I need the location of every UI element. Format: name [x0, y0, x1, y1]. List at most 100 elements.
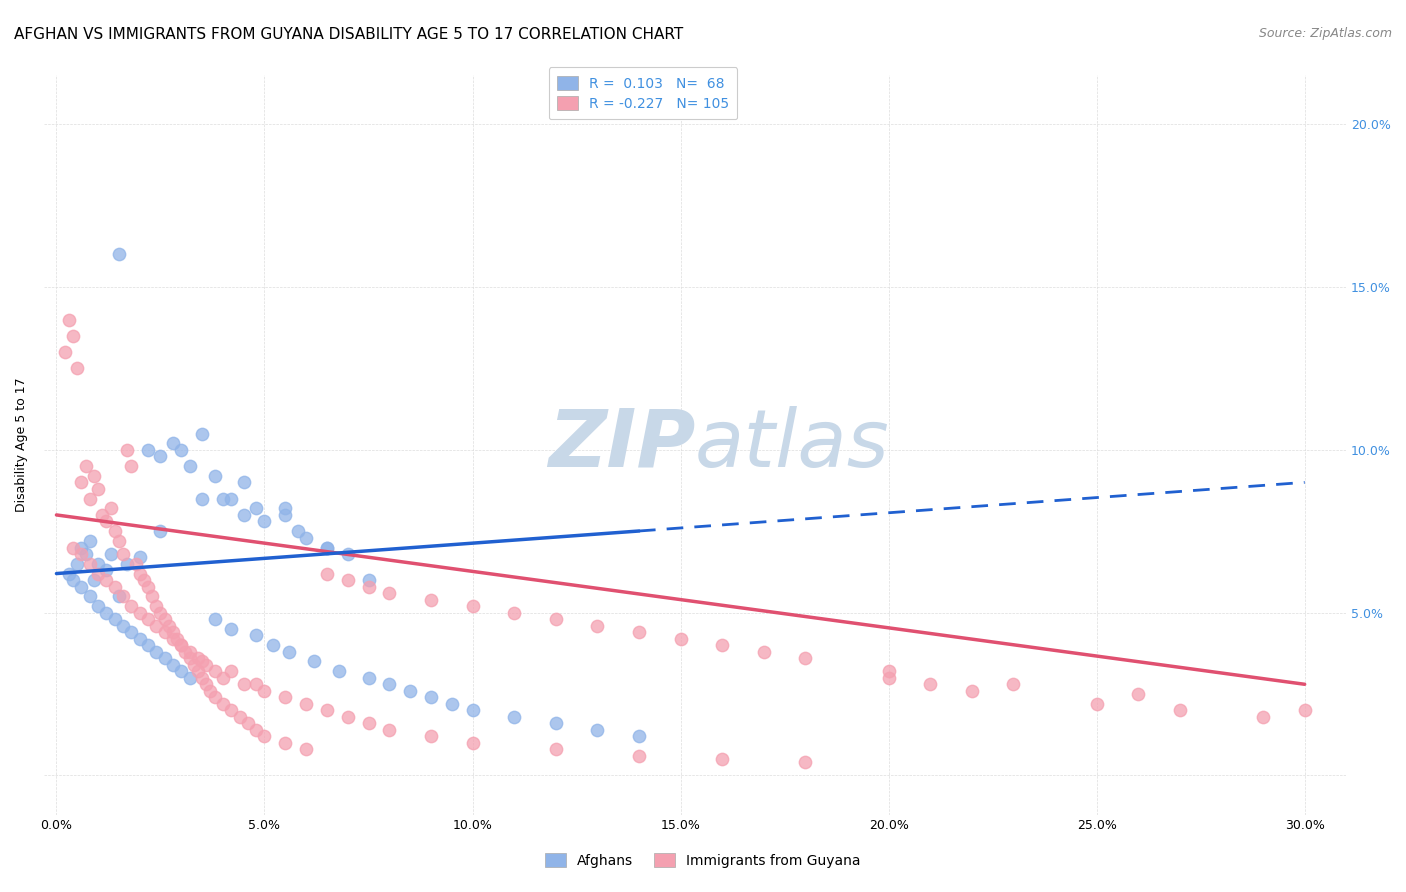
Point [149, 450, 172, 464]
Point [316, 703, 339, 717]
Point [419, 592, 441, 607]
Point [544, 612, 567, 626]
Point [70, 475, 93, 490]
Point [112, 547, 135, 561]
Point [136, 580, 159, 594]
Point [378, 677, 401, 691]
Point [70, 541, 93, 555]
Point [83, 468, 105, 483]
Point [586, 723, 609, 737]
Point [145, 645, 167, 659]
Text: Source: ZipAtlas.com: Source: ZipAtlas.com [1258, 27, 1392, 40]
Text: atlas: atlas [695, 406, 890, 484]
Point [669, 632, 692, 646]
Point [877, 665, 900, 679]
Point [336, 547, 359, 561]
Point [461, 599, 484, 614]
Point [219, 491, 242, 506]
Legend: Afghans, Immigrants from Guyana: Afghans, Immigrants from Guyana [537, 845, 869, 876]
Point [136, 638, 159, 652]
Point [316, 541, 339, 555]
Point [262, 638, 284, 652]
Point [711, 752, 734, 766]
Point [66, 557, 89, 571]
Point [295, 742, 318, 756]
Point [304, 655, 326, 669]
Legend: R =  0.103   N=  68, R = -0.227   N= 105: R = 0.103 N= 68, R = -0.227 N= 105 [548, 68, 737, 120]
Point [53, 345, 76, 359]
Point [357, 580, 380, 594]
Point [195, 657, 218, 672]
Point [378, 586, 401, 600]
Point [219, 703, 242, 717]
Point [87, 557, 110, 571]
Point [120, 625, 142, 640]
Point [58, 312, 80, 326]
Point [170, 665, 193, 679]
Point [170, 442, 193, 457]
Point [920, 677, 942, 691]
Point [877, 671, 900, 685]
Point [75, 459, 97, 474]
Point [1128, 687, 1150, 701]
Point [174, 645, 197, 659]
Point [245, 677, 267, 691]
Point [79, 557, 101, 571]
Point [503, 710, 526, 724]
Point [162, 625, 184, 640]
Point [960, 683, 983, 698]
Point [141, 590, 163, 604]
Point [191, 426, 214, 441]
Point [108, 590, 131, 604]
Point [187, 651, 209, 665]
Point [104, 524, 127, 539]
Point [274, 508, 297, 522]
Point [627, 625, 650, 640]
Point [162, 436, 184, 450]
Point [112, 618, 135, 632]
Point [794, 756, 817, 770]
Point [104, 580, 127, 594]
Point [461, 736, 484, 750]
Point [128, 606, 150, 620]
Point [204, 612, 226, 626]
Point [179, 645, 201, 659]
Point [204, 690, 226, 705]
Point [228, 710, 250, 724]
Point [440, 697, 463, 711]
Point [145, 599, 167, 614]
Point [157, 618, 180, 632]
Point [336, 573, 359, 587]
Point [179, 671, 201, 685]
Point [75, 547, 97, 561]
Point [100, 501, 122, 516]
Point [287, 524, 309, 539]
Point [83, 573, 105, 587]
Point [274, 501, 297, 516]
Point [191, 655, 214, 669]
Point [91, 508, 114, 522]
Point [232, 677, 254, 691]
Point [200, 683, 222, 698]
Point [295, 697, 318, 711]
Point [274, 690, 297, 705]
Point [336, 710, 359, 724]
Point [132, 573, 155, 587]
Point [232, 475, 254, 490]
Text: AFGHAN VS IMMIGRANTS FROM GUYANA DISABILITY AGE 5 TO 17 CORRELATION CHART: AFGHAN VS IMMIGRANTS FROM GUYANA DISABIL… [14, 27, 683, 42]
Point [219, 622, 242, 636]
Point [245, 628, 267, 642]
Point [191, 491, 214, 506]
Point [586, 618, 609, 632]
Point [1294, 703, 1316, 717]
Point [115, 557, 138, 571]
Point [274, 736, 297, 750]
Point [62, 328, 84, 343]
Point [62, 541, 84, 555]
Point [166, 632, 188, 646]
Point [87, 482, 110, 496]
Point [328, 665, 350, 679]
Point [316, 541, 339, 555]
Point [236, 716, 259, 731]
Point [58, 566, 80, 581]
